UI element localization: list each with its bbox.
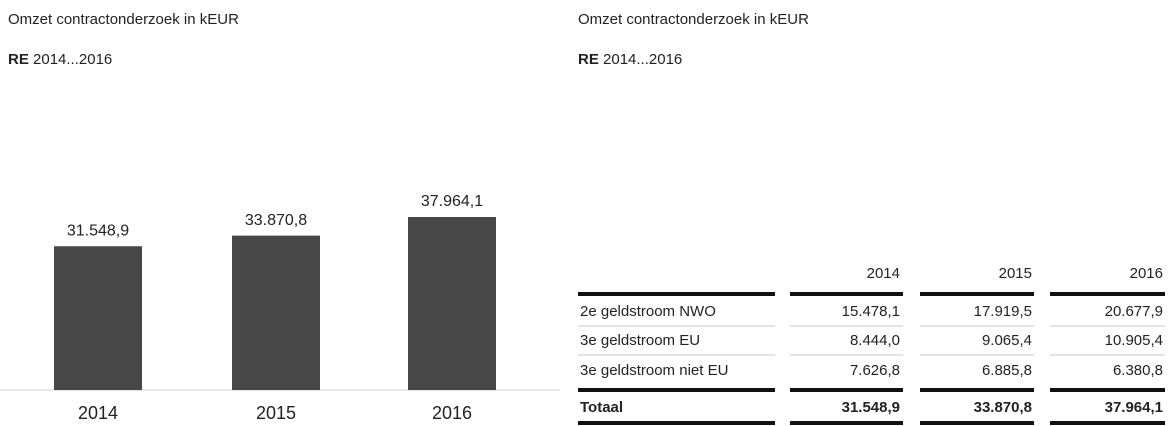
total-cell: 33.870,8 — [974, 399, 1032, 416]
bar — [54, 246, 142, 390]
subtitle-bold: RE — [8, 51, 29, 68]
cell: 6.380,8 — [1113, 362, 1163, 379]
value-label: 33.870,8 — [245, 212, 307, 229]
subtitle-text: 2014...2016 — [33, 51, 112, 68]
subtitle-bold: RE — [578, 51, 599, 68]
bar — [232, 235, 320, 390]
rule-thick — [1050, 388, 1165, 392]
rule-thick — [1050, 292, 1165, 296]
chart-subtitle: RE 2014...2016 — [8, 51, 112, 68]
cell: 10.905,4 — [1105, 332, 1163, 349]
rule-thick — [920, 292, 1034, 296]
rule-thick — [578, 421, 775, 425]
row-label: 3e geldstroom EU — [580, 332, 700, 349]
total-label: Totaal — [580, 399, 623, 416]
column-header: 2015 — [999, 265, 1032, 282]
table-subtitle: RE 2014...2016 — [578, 51, 682, 68]
value-label: 37.964,1 — [421, 193, 483, 210]
table-title: Omzet contractonderzoek in kEUR — [578, 11, 809, 28]
x-tick-label: 2016 — [432, 403, 472, 423]
rule-thick — [790, 292, 903, 296]
rule-thick — [790, 421, 903, 425]
rule-thick — [1050, 421, 1165, 425]
x-tick-label: 2014 — [78, 403, 118, 423]
cell: 20.677,9 — [1105, 303, 1163, 320]
value-label: 31.548,9 — [67, 222, 129, 239]
total-cell: 37.964,1 — [1105, 399, 1163, 416]
row-label: 2e geldstroom NWO — [580, 303, 716, 320]
cell: 8.444,0 — [850, 332, 900, 349]
x-tick-label: 2015 — [256, 403, 296, 423]
cell: 7.626,8 — [850, 362, 900, 379]
row-label: 3e geldstroom niet EU — [580, 362, 728, 379]
rule-thick — [578, 292, 775, 296]
rule-thick — [920, 388, 1034, 392]
rule-thick — [920, 421, 1034, 425]
subtitle-text: 2014...2016 — [603, 51, 682, 68]
cell: 17.919,5 — [974, 303, 1032, 320]
column-header: 2014 — [867, 265, 900, 282]
rule-thick — [790, 388, 903, 392]
column-header: 2016 — [1130, 265, 1163, 282]
rule-thick — [578, 388, 775, 392]
chart-title: Omzet contractonderzoek in kEUR — [8, 11, 239, 28]
cell: 15.478,1 — [842, 303, 900, 320]
total-cell: 31.548,9 — [842, 399, 900, 416]
cell: 6.885,8 — [982, 362, 1032, 379]
bar — [408, 217, 496, 390]
cell: 9.065,4 — [982, 332, 1032, 349]
